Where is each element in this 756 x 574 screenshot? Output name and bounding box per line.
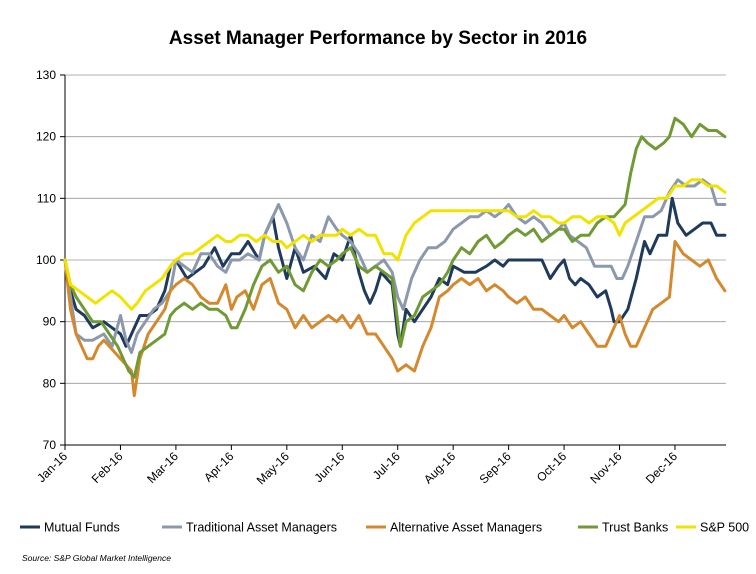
series-line xyxy=(63,240,727,398)
x-tick-label: May-16 xyxy=(254,449,292,487)
chart-title: Asset Manager Performance by Sector in 2… xyxy=(168,28,588,49)
legend-label: Mutual Funds xyxy=(44,521,120,535)
x-tick-label: Sep-16 xyxy=(476,449,513,486)
series-line xyxy=(63,178,727,311)
x-tick-label: Feb-16 xyxy=(89,449,126,486)
y-tick-label: 130 xyxy=(36,68,56,82)
x-tick-label: Oct-16 xyxy=(534,449,570,485)
x-tick-label: Jun-16 xyxy=(312,449,348,485)
y-tick-label: 70 xyxy=(43,438,57,452)
x-tick-label: Nov-16 xyxy=(587,449,624,486)
x-tick-label: Jan-16 xyxy=(34,449,70,485)
legend: Mutual Funds Traditional Asset Managers Al… xyxy=(20,521,749,535)
series-line xyxy=(63,178,727,354)
x-tick-label: Jul-16 xyxy=(370,449,403,482)
legend-label: Trust Banks xyxy=(602,521,668,535)
legend-label: S&P 500 xyxy=(700,521,749,535)
y-tick-label: 100 xyxy=(36,253,56,267)
legend-label: Traditional Asset Managers xyxy=(186,521,337,535)
x-tick-label: Dec-16 xyxy=(643,449,680,486)
x-tick-label: Apr-16 xyxy=(201,449,237,485)
y-tick-label: 120 xyxy=(36,130,56,144)
x-tick-label: Mar-16 xyxy=(144,449,181,486)
y-tick-label: 80 xyxy=(43,376,57,390)
y-tick-label: 110 xyxy=(37,191,56,205)
legend-label: Alternative Asset Managers xyxy=(390,521,542,535)
series-line xyxy=(63,116,727,379)
series-lines xyxy=(63,116,727,398)
y-axis-ticks: 70 80 90 100 110 120 130 xyxy=(36,68,65,452)
source-note: Source: S&P Global Market Intelligence xyxy=(22,553,171,563)
y-tick-label: 90 xyxy=(43,315,57,329)
x-axis-ticks: Jan-16 Feb-16 Mar-16 Apr-16 May-16 Jun-16 Jul-… xyxy=(34,445,680,487)
x-tick-label: Aug-16 xyxy=(421,449,458,486)
